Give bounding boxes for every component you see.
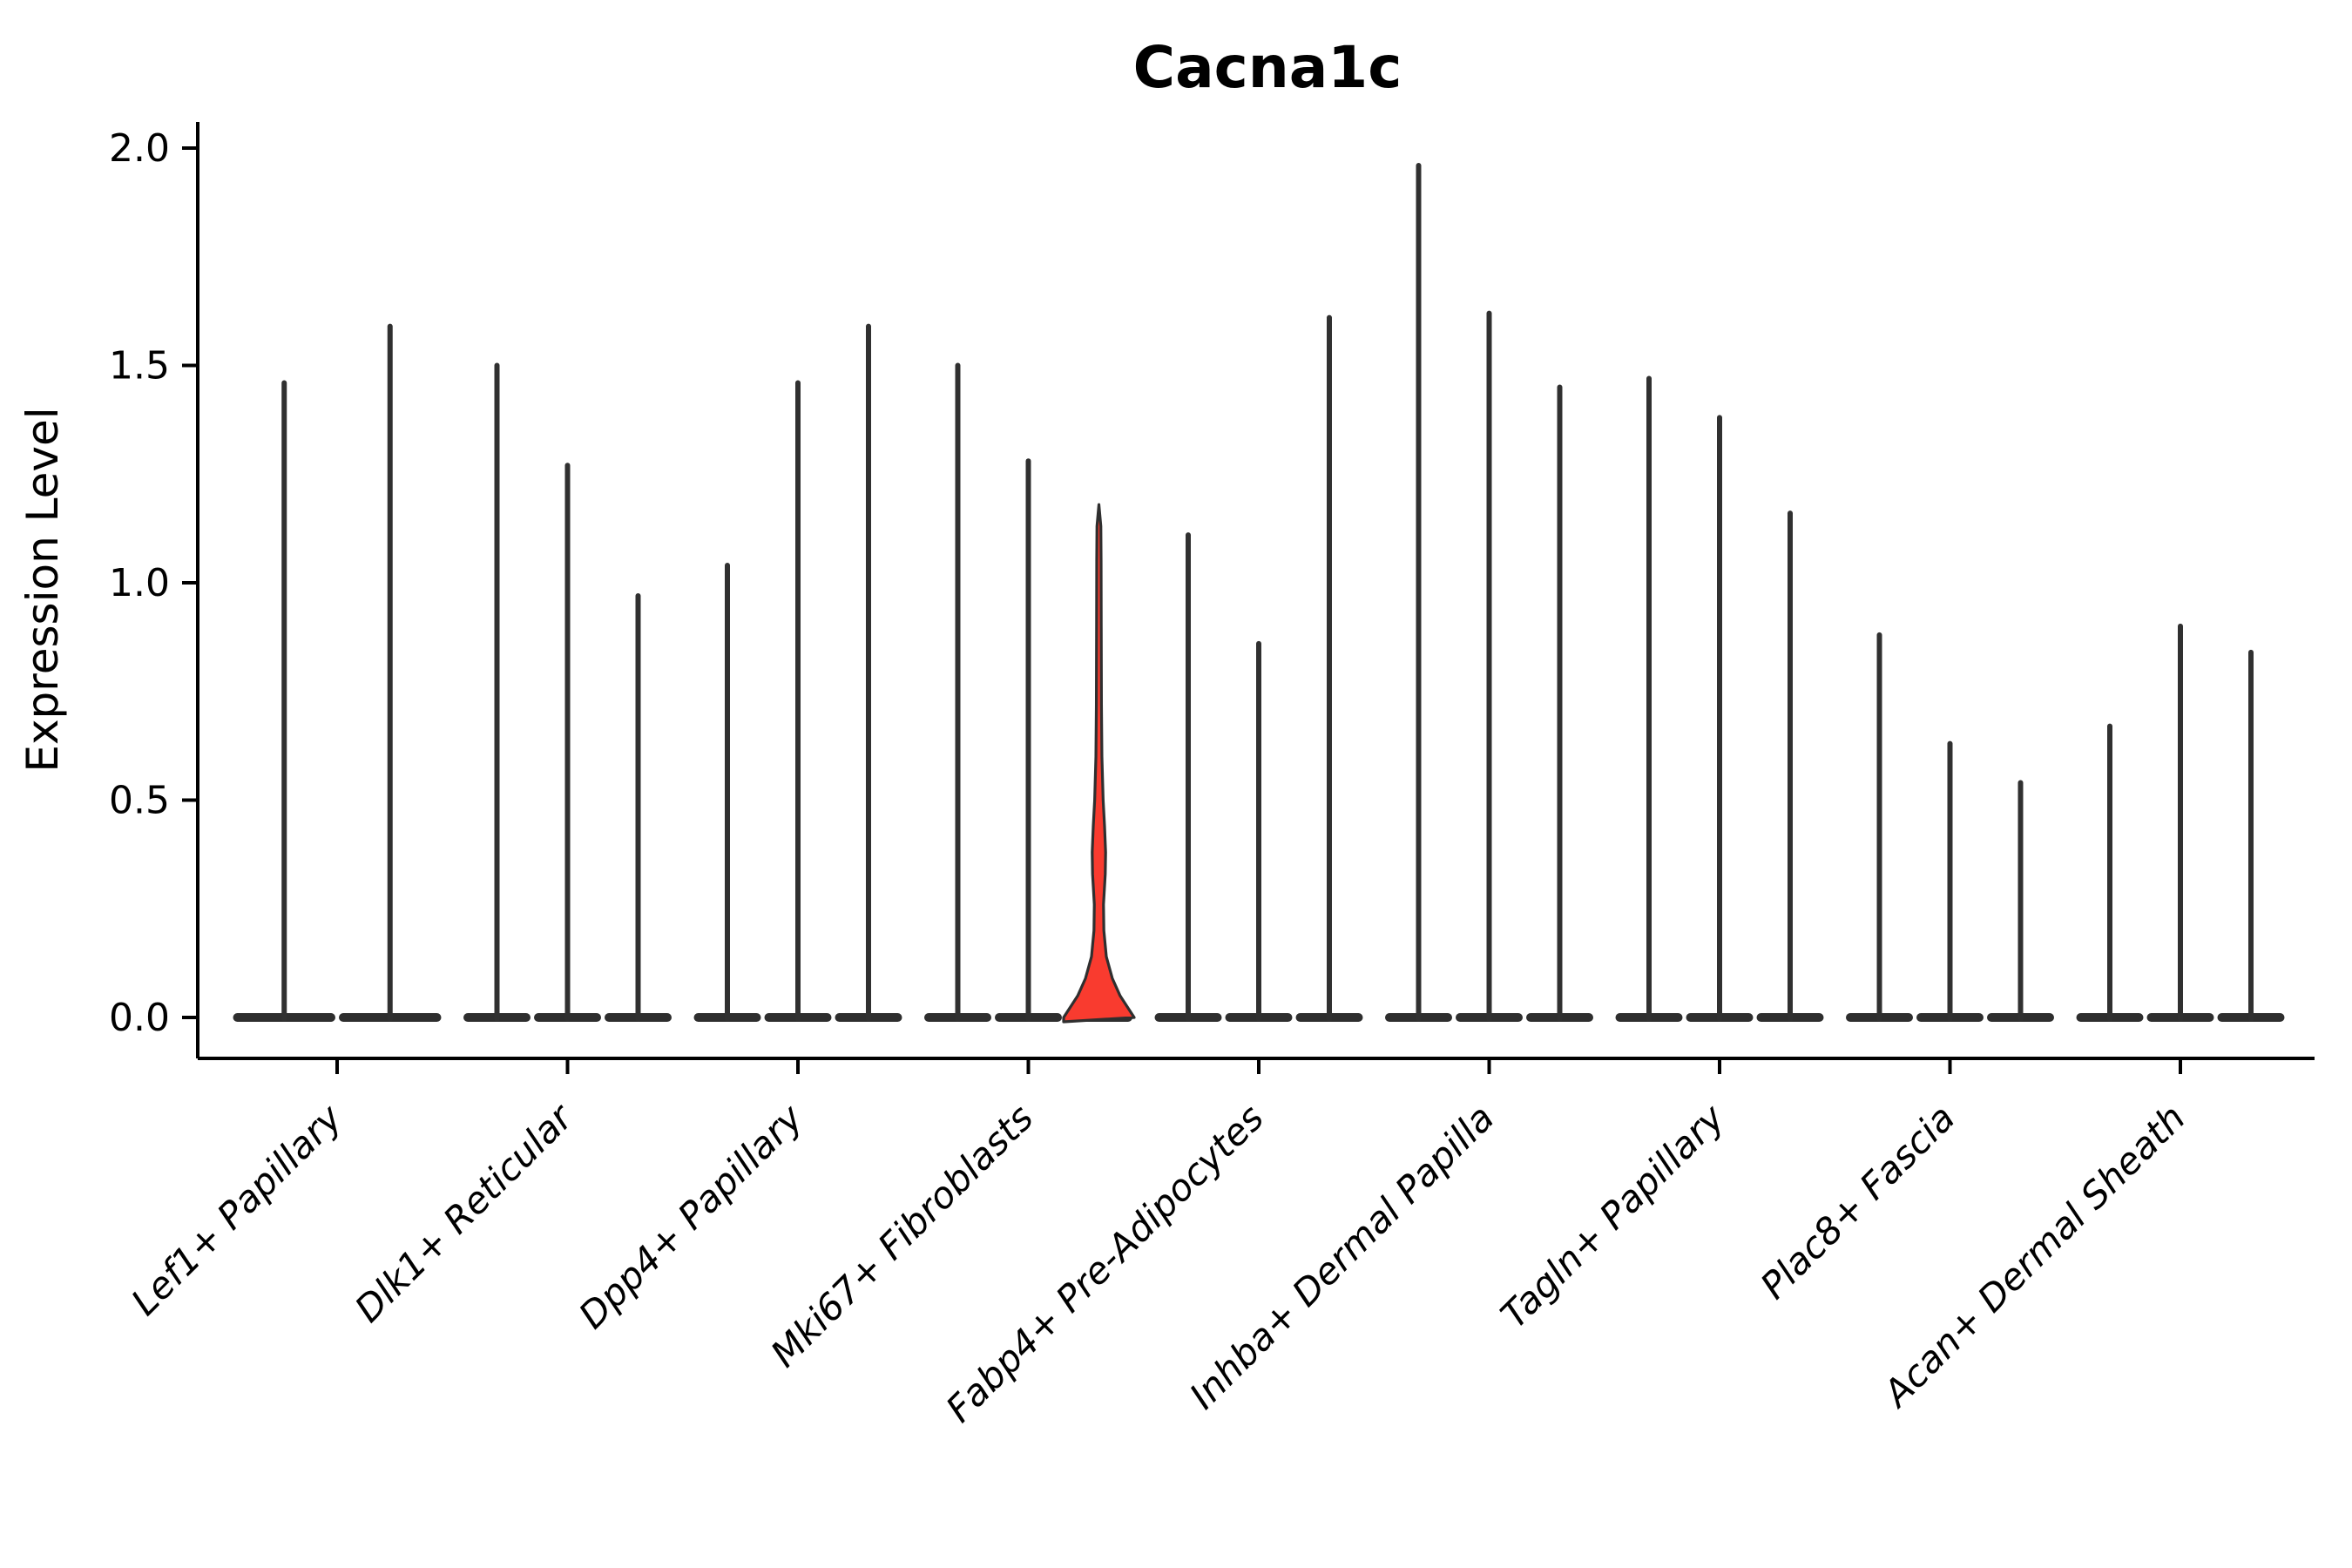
y-tick-label: 2.0 <box>109 126 170 171</box>
x-tick-label: Dlk1+ Reticular <box>347 1094 583 1330</box>
y-tick-label: 1.0 <box>109 561 170 605</box>
x-tick-label: Plac8+ Fascia <box>1752 1096 1963 1307</box>
x-tick-label: Mki67+ Fibroblasts <box>762 1096 1041 1375</box>
x-tick-label: Lef1+ Papillary <box>123 1096 351 1324</box>
violin-highlighted <box>1062 503 1136 1024</box>
y-axis-label: Expression Level <box>17 407 68 772</box>
y-tick-label: 1.5 <box>109 344 170 389</box>
y-tick-label: 0.5 <box>109 779 170 823</box>
x-tick-label: Tagln+ Papillary <box>1492 1096 1734 1337</box>
y-tick-label: 0.0 <box>109 996 170 1040</box>
chart-title: Cacna1c <box>1133 34 1402 101</box>
x-tick-label: Dpp4+ Papillary <box>571 1096 812 1337</box>
